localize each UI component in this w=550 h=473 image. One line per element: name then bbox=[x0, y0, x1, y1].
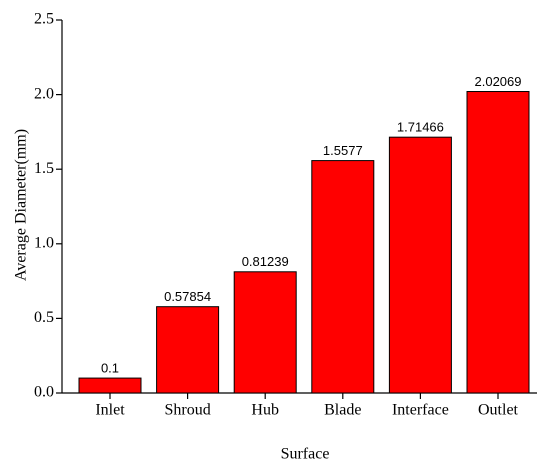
y-tick-label: 1.0 bbox=[34, 234, 54, 251]
y-tick-label: 0.0 bbox=[34, 384, 54, 401]
bar bbox=[388, 136, 452, 394]
y-tick-label: 2.0 bbox=[34, 85, 54, 102]
bar bbox=[233, 271, 297, 394]
bar bbox=[156, 306, 220, 394]
value-label: 0.81239 bbox=[242, 254, 289, 269]
value-label: 2.02069 bbox=[475, 74, 522, 89]
y-tick-label: 0.5 bbox=[34, 309, 54, 326]
bar bbox=[311, 160, 375, 394]
x-tick-label: Hub bbox=[251, 402, 279, 419]
value-label: 1.5577 bbox=[323, 143, 363, 158]
x-tick-label: Interface bbox=[392, 402, 449, 419]
y-axis-title: Average Diameter(mm) bbox=[13, 129, 30, 281]
x-tick-label: Outlet bbox=[478, 402, 519, 419]
y-tick-label: 2.5 bbox=[34, 11, 54, 28]
x-tick-label: Inlet bbox=[95, 402, 125, 419]
value-label: 1.71466 bbox=[397, 120, 444, 135]
x-axis-title: Surface bbox=[281, 446, 330, 463]
x-tick-label: Blade bbox=[324, 402, 361, 419]
value-label: 0.1 bbox=[101, 361, 119, 376]
x-tick-label: Shroud bbox=[164, 402, 210, 419]
bar bbox=[466, 91, 530, 394]
value-label: 0.57854 bbox=[164, 289, 211, 304]
bar bbox=[78, 377, 142, 394]
y-tick-label: 1.5 bbox=[34, 160, 54, 177]
